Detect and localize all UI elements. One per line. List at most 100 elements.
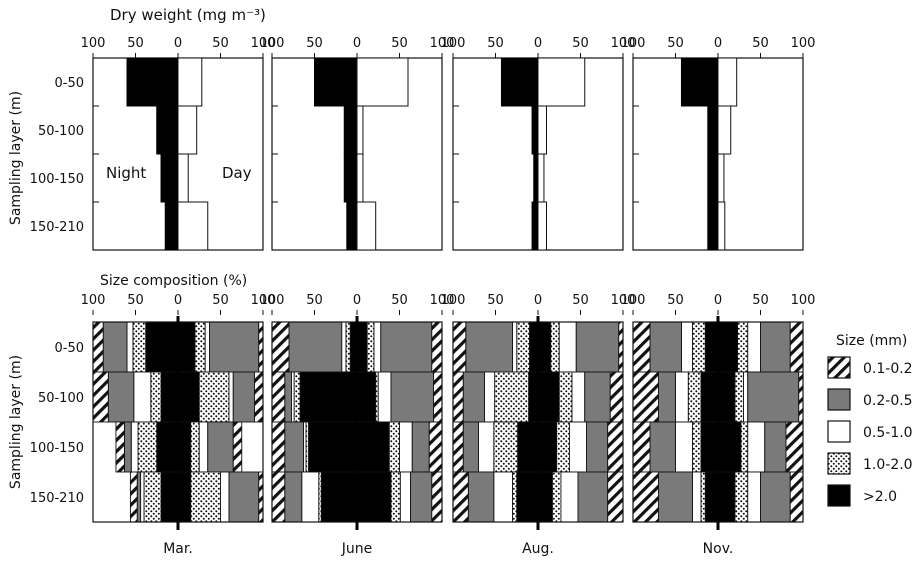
dry-weight-panel-4 — [632, 57, 804, 251]
day-segment — [177, 371, 200, 423]
night-segment — [130, 421, 139, 473]
size-legend: Size (mm) 0.1-0.2 0.2-0.5 0.5-1.0 1.0-2.… — [827, 333, 913, 507]
night-segment — [649, 321, 682, 373]
night-segment — [107, 371, 135, 423]
dry-weight-tick-label: 100 — [430, 36, 455, 51]
legend-label-0.5-1.0: 0.5-1.0 — [863, 425, 913, 441]
layer-label: 0-50 — [54, 76, 84, 91]
dry-weight-tick-label: 100 — [611, 36, 636, 51]
night-segment — [284, 371, 293, 423]
day-segment — [575, 321, 620, 373]
day-segment — [356, 371, 377, 423]
day-segment — [747, 371, 800, 423]
night-segment — [145, 321, 179, 373]
size-composition-tick-label: 50 — [212, 293, 229, 308]
night-segment — [632, 321, 651, 373]
night-segment — [465, 321, 513, 373]
dry-weight-tick-label: 100 — [251, 36, 276, 51]
layer-label: 0-50 — [54, 341, 84, 356]
day-segment — [366, 321, 375, 373]
day-segment — [537, 371, 560, 423]
day-segment — [388, 421, 400, 473]
day-bar — [177, 153, 189, 203]
dry-weight-tick-label: 100 — [621, 36, 646, 51]
day-bar — [356, 57, 409, 107]
night-segment — [692, 471, 702, 523]
day-segment — [177, 421, 192, 473]
night-segment — [92, 371, 109, 423]
dry-weight-tick-label: 50 — [667, 36, 684, 51]
night-segment — [692, 321, 706, 373]
day-segment — [558, 371, 573, 423]
night-segment — [452, 371, 464, 423]
legend-label-gt-2.0: >2.0 — [863, 489, 897, 505]
size-composition-tick-label: 50 — [667, 293, 684, 308]
size-composition-tick-label: 50 — [752, 293, 769, 308]
night-bar — [531, 105, 539, 155]
day-segment — [537, 471, 553, 523]
night-segment — [478, 421, 495, 473]
day-segment — [764, 421, 787, 473]
dry-weight-tick-label: 100 — [441, 36, 466, 51]
night-segment — [493, 471, 513, 523]
day-segment — [390, 471, 401, 523]
size-composition-tick-label: 50 — [572, 293, 589, 308]
night-segment — [160, 471, 179, 523]
night-bar — [707, 201, 719, 251]
night-segment — [675, 421, 693, 473]
day-segment — [232, 371, 255, 423]
night-segment — [516, 321, 530, 373]
dry-weight-tick-label: 50 — [752, 36, 769, 51]
day-segment — [254, 371, 264, 423]
night-segment — [681, 321, 693, 373]
night-segment — [284, 471, 303, 523]
day-segment — [577, 471, 609, 523]
night-segment — [484, 371, 496, 423]
day-segment — [734, 471, 749, 523]
dry-weight-tick-label: 0 — [174, 36, 182, 51]
day-bar — [356, 201, 377, 251]
night-bar — [156, 105, 179, 155]
night-segment — [517, 421, 539, 473]
day-segment — [380, 321, 433, 373]
day-segment — [537, 421, 558, 473]
month-label: June — [341, 541, 373, 557]
night-segment — [126, 321, 134, 373]
day-segment — [356, 471, 392, 523]
night-segment — [143, 471, 162, 523]
night-segment — [271, 471, 286, 523]
night-bar — [164, 201, 179, 251]
night-segment — [284, 421, 304, 473]
night-bar — [680, 57, 719, 107]
day-bar — [356, 153, 364, 203]
day-segment — [747, 471, 761, 523]
day-segment — [207, 421, 234, 473]
night-segment — [692, 421, 702, 473]
night-bar — [500, 57, 539, 107]
night-segment — [512, 471, 518, 523]
day-segment — [618, 321, 624, 373]
night-segment — [301, 471, 320, 523]
legend-swatch-0.5-1.0 — [827, 420, 851, 443]
day-bar — [717, 153, 725, 203]
night-bar — [707, 153, 719, 203]
layer-label: 100-150 — [30, 172, 84, 187]
night-bar — [531, 201, 539, 251]
day-segment — [198, 371, 230, 423]
night-segment — [102, 321, 128, 373]
day-segment — [552, 471, 562, 523]
night-segment — [700, 471, 706, 523]
day-segment — [431, 321, 443, 373]
dry-weight-tick-label: 100 — [791, 36, 816, 51]
day-segment — [556, 421, 570, 473]
day-segment — [558, 321, 577, 373]
day-segment — [220, 471, 230, 523]
legend-title: Size (mm) — [836, 333, 907, 349]
night-segment — [462, 421, 479, 473]
night-bar — [160, 153, 179, 203]
day-segment — [789, 321, 804, 373]
day-segment — [433, 371, 443, 423]
night-segment — [92, 321, 104, 373]
day-segment — [208, 321, 260, 373]
night-segment — [156, 421, 179, 473]
